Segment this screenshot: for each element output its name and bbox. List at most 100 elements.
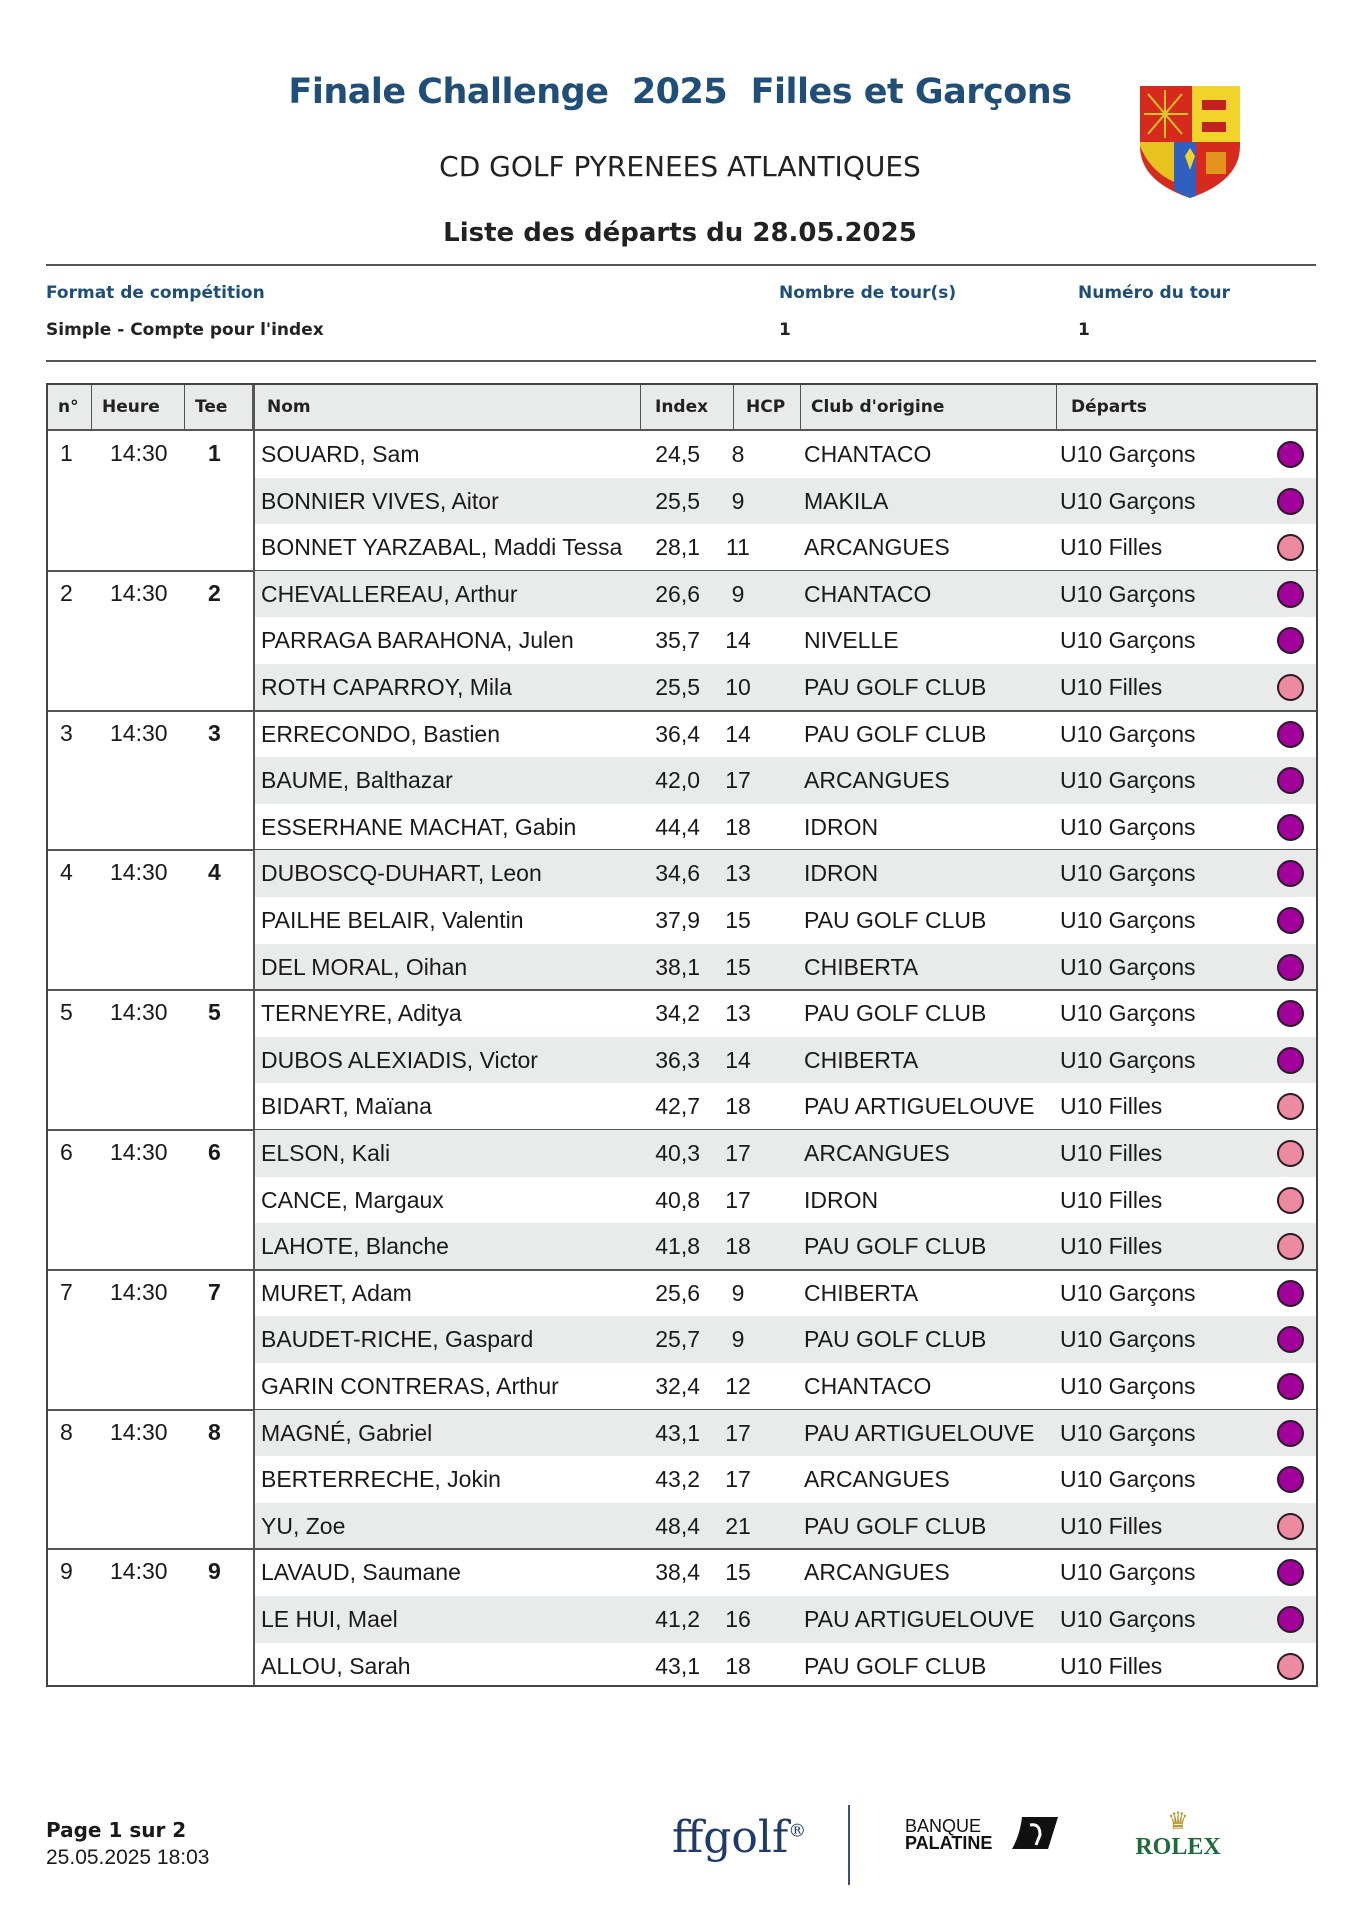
player-name: MAGNÉ, Gabriel xyxy=(261,1419,433,1446)
col-header-time: Heure xyxy=(92,385,185,429)
table-row: ROTH CAPARROY, Mila 25,5 10 PAU GOLF CLUB U1… xyxy=(253,664,1316,711)
category-color-dot-icon xyxy=(1277,953,1304,981)
player-hcp: 10 xyxy=(725,674,751,700)
player-club: PAU ARTIGUELOUVE xyxy=(804,1606,1035,1632)
player-hcp: 15 xyxy=(725,953,751,980)
tee-number: 3 xyxy=(208,719,221,746)
player-category: U10 Garçons xyxy=(1060,1373,1196,1399)
tee-group: 6 14:30 6 xyxy=(48,1130,253,1270)
player-index: 42,7 xyxy=(655,1093,700,1120)
table-row: DEL MORAL, Oihan 38,1 15 CHIBERTA U10 Garçon… xyxy=(253,943,1316,991)
player-index: 34,6 xyxy=(655,860,700,887)
player-club: PAU GOLF CLUB xyxy=(804,1512,987,1539)
category-color-dot-icon xyxy=(1277,860,1304,888)
category-color-dot-icon xyxy=(1277,1140,1304,1167)
tee-time: 14:30 xyxy=(110,999,168,1026)
player-hcp: 17 xyxy=(725,767,751,794)
tee-number: 5 xyxy=(208,999,221,1026)
table-row: TERNEYRE, Aditya 34,2 13 PAU GOLF CLUB U10 G… xyxy=(253,990,1316,1037)
player-hcp: 14 xyxy=(725,720,751,747)
table-row: LE HUI, Mael 41,2 16 PAU ARTIGUELOUVE U10 Ga… xyxy=(253,1596,1316,1643)
table-row: LAVAUD, Saumane 38,4 15 ARCANGUES U10 Garçon… xyxy=(253,1549,1316,1596)
player-index: 32,4 xyxy=(655,1373,700,1399)
player-name: MURET, Adam xyxy=(261,1279,412,1306)
round-number-label: Numéro du tour xyxy=(1078,283,1231,303)
player-category: U10 Filles xyxy=(1060,1512,1163,1539)
player-index: 25,5 xyxy=(655,674,700,700)
table-row: MURET, Adam 25,6 9 CHIBERTA U10 Garçons xyxy=(253,1270,1316,1317)
tee-number: 1 xyxy=(208,440,221,466)
group-divider xyxy=(48,1268,1316,1271)
category-color-dot-icon xyxy=(1277,720,1304,748)
player-hcp: 21 xyxy=(725,1512,751,1539)
col-header-hcp: HCP xyxy=(734,385,801,429)
table-row: DUBOSCQ-DUHART, Leon 34,6 13 IDRON U10 Garço… xyxy=(253,850,1316,897)
player-club: IDRON xyxy=(804,813,879,840)
col-header-index: Index xyxy=(641,385,734,429)
table-row: GARIN CONTRERAS, Arthur 32,4 12 CHANTACO U10… xyxy=(253,1363,1316,1410)
column-divider xyxy=(253,385,255,1685)
col-header-club: Club d'origine xyxy=(801,385,1057,429)
player-hcp: 13 xyxy=(725,1000,751,1027)
category-color-dot-icon xyxy=(1277,441,1304,468)
table-row: ELSON, Kali 40,3 17 ARCANGUES U10 Filles xyxy=(253,1130,1316,1177)
palatine-text: PALATINE xyxy=(905,1833,993,1853)
player-hcp: 18 xyxy=(725,1233,751,1260)
player-category: U10 Filles xyxy=(1060,1652,1163,1679)
player-name: BAUDET-RICHE, Gaspard xyxy=(261,1326,534,1353)
player-name: PARRAGA BARAHONA, Julen xyxy=(261,627,574,654)
player-index: 25,6 xyxy=(655,1279,700,1306)
player-name: LAVAUD, Saumane xyxy=(261,1559,461,1586)
category-color-dot-icon xyxy=(1277,487,1304,515)
format-value: Simple - Compte pour l'index xyxy=(46,320,324,340)
player-index: 37,9 xyxy=(655,907,700,933)
group-number: 7 xyxy=(60,1278,73,1305)
player-index: 25,7 xyxy=(655,1326,700,1353)
player-name: LE HUI, Mael xyxy=(261,1606,398,1632)
coat-of-arms-logo xyxy=(1140,86,1240,198)
category-color-dot-icon xyxy=(1277,767,1304,795)
player-name: PAILHE BELAIR, Valentin xyxy=(261,907,524,933)
category-color-dot-icon xyxy=(1277,674,1304,701)
tee-group: 2 14:30 2 xyxy=(48,571,253,711)
player-club: PAU GOLF CLUB xyxy=(804,1000,987,1027)
player-category: U10 Filles xyxy=(1060,674,1163,700)
player-name: BERTERRECHE, Jokin xyxy=(261,1466,501,1493)
format-label: Format de compétition xyxy=(46,283,265,303)
player-index: 40,8 xyxy=(655,1186,700,1213)
divider xyxy=(46,360,1316,362)
player-index: 35,7 xyxy=(655,627,700,654)
player-name: GARIN CONTRERAS, Arthur xyxy=(261,1373,559,1399)
player-index: 43,2 xyxy=(655,1466,700,1493)
category-color-dot-icon xyxy=(1277,1186,1304,1214)
player-hcp: 9 xyxy=(731,487,745,514)
player-index: 43,1 xyxy=(655,1419,700,1446)
category-color-dot-icon xyxy=(1277,627,1304,655)
player-hcp: 11 xyxy=(726,534,750,561)
table-row: MAGNÉ, Gabriel 43,1 17 PAU ARTIGUELOUVE U10 … xyxy=(253,1409,1316,1457)
banque-text: BANQUE xyxy=(905,1816,982,1836)
table-body: 1 14:30 1 SOUARD, Sam 24,5 8 CHANTACO U10 Garço… xyxy=(48,431,1316,1685)
category-color-dot-icon xyxy=(1277,907,1304,934)
category-color-dot-icon xyxy=(1277,1512,1304,1540)
player-index: 36,3 xyxy=(655,1046,700,1073)
crown-icon: ♛ xyxy=(1167,1808,1189,1835)
player-hcp: 17 xyxy=(725,1419,751,1446)
player-name: CHEVALLEREAU, Arthur xyxy=(261,580,518,607)
player-hcp: 8 xyxy=(731,441,745,467)
tee-time: 14:30 xyxy=(110,719,168,746)
player-index: 43,1 xyxy=(655,1652,700,1679)
rounds-label: Nombre de tour(s) xyxy=(779,283,957,303)
player-hcp: 18 xyxy=(725,1093,751,1120)
player-hcp: 9 xyxy=(731,580,745,607)
player-name: ELSON, Kali xyxy=(261,1140,391,1166)
group-number: 8 xyxy=(60,1418,73,1445)
divider xyxy=(46,264,1316,266)
category-color-dot-icon xyxy=(1277,1326,1304,1354)
category-color-dot-icon xyxy=(1277,534,1304,562)
player-index: 42,0 xyxy=(655,767,700,794)
table-row: ALLOU, Sarah 43,1 18 PAU GOLF CLUB U10 Fille… xyxy=(253,1643,1316,1690)
tee-number: 4 xyxy=(208,859,221,886)
player-name: ROTH CAPARROY, Mila xyxy=(261,674,512,700)
logo-divider xyxy=(848,1805,850,1885)
